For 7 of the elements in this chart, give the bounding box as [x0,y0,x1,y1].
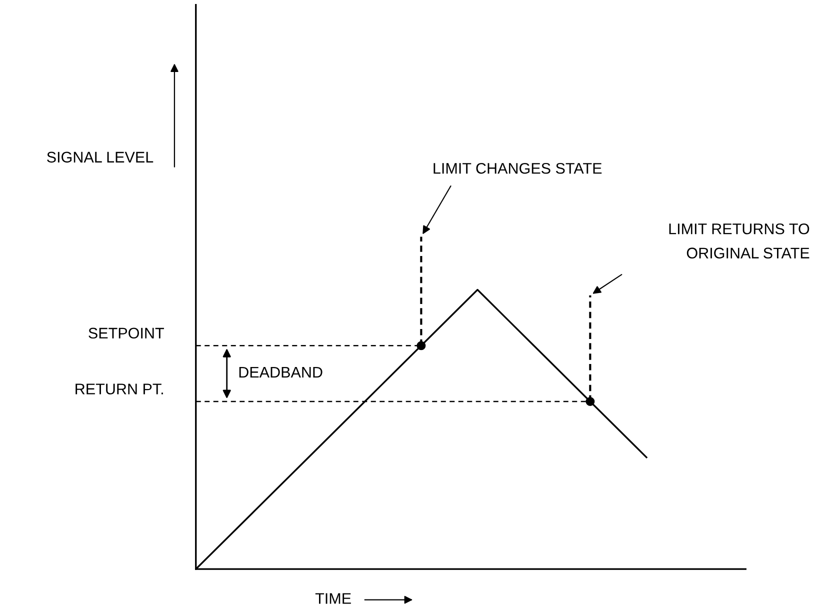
ref-line-label: RETURN PT. [76,384,163,394]
text: SIGNAL LEVEL [47,152,154,163]
text: LIMIT CHANGES STATE [434,162,602,174]
annotation: DEADBAND [239,367,322,378]
text: LIMIT RETURNS TO ORIGINAL STATE [669,223,810,258]
ref-line-label: SETPOINT [88,328,164,339]
x-axis-title: TIME [315,593,351,604]
